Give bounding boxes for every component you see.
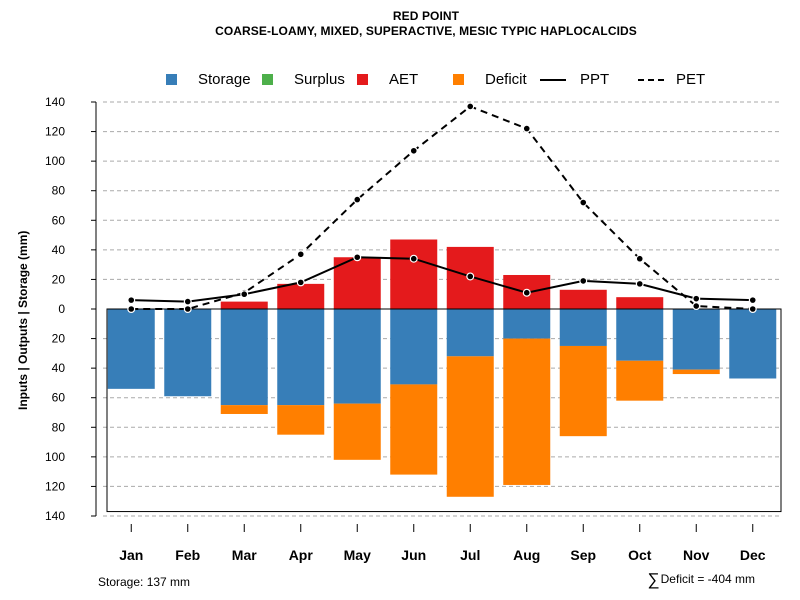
y-tick-label-1: 120 [45,125,65,139]
legend-storage-swatch [166,74,177,85]
legend-aet-label: AET [389,71,419,88]
storage-footnote: Storage: 137 mm [98,575,191,589]
x-tick-label-jun: Jun [401,547,426,563]
storage-bar-jan [107,309,155,389]
aet-bar-oct [616,297,664,309]
y-tick-label-9: 40 [52,361,66,375]
storage-bar-mar [220,309,268,406]
deficit-total: Deficit = -404 mm [660,572,755,586]
pet-point-feb [183,305,192,314]
aet-bar-jun [390,239,438,309]
ppt-line [131,256,753,303]
aet-bar-apr [277,283,325,309]
y-tick-label-5: 40 [52,243,66,257]
ppt-point-jun [409,254,418,263]
x-tick-label-may: May [344,547,371,563]
legend-pet-line [638,79,664,81]
x-tick-label-apr: Apr [289,547,314,563]
legend-aet-swatch [357,74,368,85]
y-tick-label-4: 60 [52,213,66,227]
storage-bar-oct [616,309,664,361]
x-tick-label-aug: Aug [513,547,540,563]
storage-bar-nov [672,309,720,370]
aet-bar-sep [559,289,607,309]
deficit-bar-jun [390,384,438,475]
deficit-bar-aug [503,338,551,485]
legend-storage-label: Storage [198,71,251,88]
pet-point-nov [692,302,701,311]
storage-bar-feb [164,309,212,397]
legend-surplus-swatch [262,74,273,85]
x-tick-label-oct: Oct [628,547,652,563]
y-tick-label-2: 100 [45,154,65,168]
storage-bar-apr [277,309,325,406]
sum-symbol: ∑ [647,570,660,589]
x-tick-label-mar: Mar [232,547,257,563]
pet-line [131,105,753,310]
x-tick-label-dec: Dec [740,547,766,563]
y-tick-label-11: 80 [52,420,66,434]
y-tick-label-0: 140 [45,95,65,109]
chart-legend: Storage Surplus AET Deficit PPT PET [0,70,800,90]
deficit-bar-apr [277,405,325,435]
x-tick-label-jan: Jan [119,547,143,563]
x-tick-label-jul: Jul [460,547,480,563]
ppt-point-feb [183,297,192,306]
pet-point-jun [409,146,418,155]
deficit-bar-may [333,403,381,460]
y-tick-label-7: 0 [58,302,65,316]
y-tick-label-8: 20 [52,332,66,346]
y-tick-label-12: 100 [45,450,65,464]
storage-bar-jul [446,309,494,357]
deficit-bar-nov [672,369,720,375]
pet-point-may [353,195,362,204]
y-tick-label-3: 80 [52,184,66,198]
legend-ppt-line [540,79,566,81]
storage-bar-dec [729,309,777,379]
pet-point-jul [466,102,475,111]
ppt-point-jan [127,296,136,305]
legend-ppt-label: PPT [580,71,610,88]
pet-point-apr [296,250,305,259]
deficit-bar-oct [616,360,664,401]
ppt-point-nov [692,294,701,303]
deficit-bar-mar [220,405,268,414]
storage-bar-sep [559,309,607,346]
deficit-footnote: ∑Deficit = -404 mm [648,570,755,590]
chart-title: RED POINT [392,9,460,23]
y-tick-label-14: 140 [45,509,65,523]
x-tick-label-nov: Nov [683,547,710,563]
storage-bar-jun [390,309,438,385]
pet-point-dec [748,305,757,314]
storage-bar-may [333,309,381,404]
aet-bar-may [333,257,381,309]
y-tick-label-10: 60 [52,391,66,405]
legend-surplus-label: Surplus [294,71,345,88]
ppt-point-mar [240,290,249,299]
legend-pet-label: PET [676,71,706,88]
chart-subtitle: COARSE-LOAMY, MIXED, SUPERACTIVE, MESIC … [215,24,637,38]
storage-bar-aug [503,309,551,339]
pet-point-oct [635,254,644,263]
ppt-point-sep [579,276,588,285]
ppt-point-dec [748,296,757,305]
ppt-point-may [353,253,362,262]
ppt-point-aug [522,288,531,297]
deficit-bar-sep [559,345,607,437]
legend-deficit-swatch [453,74,464,85]
pet-point-jan [127,305,136,314]
y-tick-label-6: 20 [52,272,66,286]
deficit-bar-jul [446,356,494,497]
aet-bar-mar [220,301,268,309]
ppt-point-oct [635,279,644,288]
ppt-point-jul [466,272,475,281]
legend-deficit-label: Deficit [485,71,527,88]
pet-point-aug [522,124,531,133]
pet-point-sep [579,198,588,207]
x-tick-label-sep: Sep [570,547,596,563]
x-tick-label-feb: Feb [175,547,200,563]
y-tick-label-13: 120 [45,479,65,493]
ppt-point-apr [296,278,305,287]
